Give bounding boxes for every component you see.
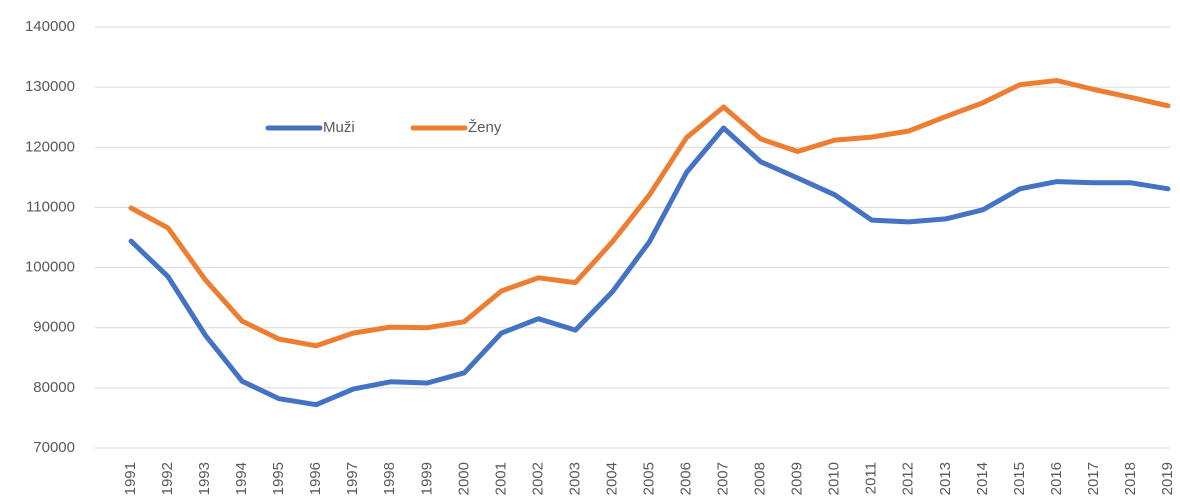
x-tick-label: 1994	[233, 462, 250, 495]
x-tick-label: 1998	[381, 462, 398, 495]
x-tick-label: 2017	[1085, 462, 1102, 495]
x-tick-label: 2010	[826, 462, 843, 495]
x-tick-label: 1992	[159, 462, 176, 495]
x-tick-label: 2001	[492, 462, 509, 495]
x-tick-label: 2007	[715, 462, 732, 495]
y-tick-label: 90000	[33, 319, 75, 336]
y-tick-label: 140000	[25, 18, 75, 35]
x-tick-label: 2002	[529, 462, 546, 495]
legend-label: Ženy	[468, 119, 502, 136]
x-tick-label: 1991	[122, 462, 139, 495]
x-tick-label: 2019	[1159, 462, 1176, 495]
x-tick-label: 1993	[196, 462, 213, 495]
x-tick-label: 2016	[1048, 462, 1065, 495]
x-tick-label: 2013	[937, 462, 954, 495]
y-tick-label: 80000	[33, 379, 75, 396]
x-tick-label: 2003	[566, 462, 583, 495]
x-tick-label: 2015	[1011, 462, 1028, 495]
series-line	[128, 78, 1171, 349]
y-tick-label: 100000	[25, 259, 75, 276]
legend-label: Muži	[323, 119, 355, 136]
x-tick-label: 2018	[1122, 462, 1139, 495]
y-tick-label: 110000	[26, 198, 75, 215]
x-tick-label: 2006	[678, 462, 695, 495]
x-tick-label: 2014	[974, 462, 991, 495]
x-tick-label: 2011	[863, 462, 880, 494]
x-tick-label: 1999	[418, 462, 435, 495]
x-tick-label: 1995	[270, 462, 287, 495]
x-tick-label: 2009	[789, 462, 806, 495]
x-tick-label: 2005	[640, 462, 657, 495]
x-tick-label: 2012	[900, 462, 917, 495]
y-tick-label: 70000	[33, 439, 75, 456]
x-tick-label: 2004	[603, 462, 620, 495]
series-line	[128, 125, 1171, 408]
x-tick-label: 1996	[307, 462, 324, 495]
y-tick-label: 120000	[25, 138, 75, 155]
y-tick-label: 130000	[25, 78, 75, 95]
x-tick-label: 2008	[752, 462, 769, 495]
x-tick-label: 2000	[455, 462, 472, 495]
x-tick-label: 1997	[344, 462, 361, 495]
